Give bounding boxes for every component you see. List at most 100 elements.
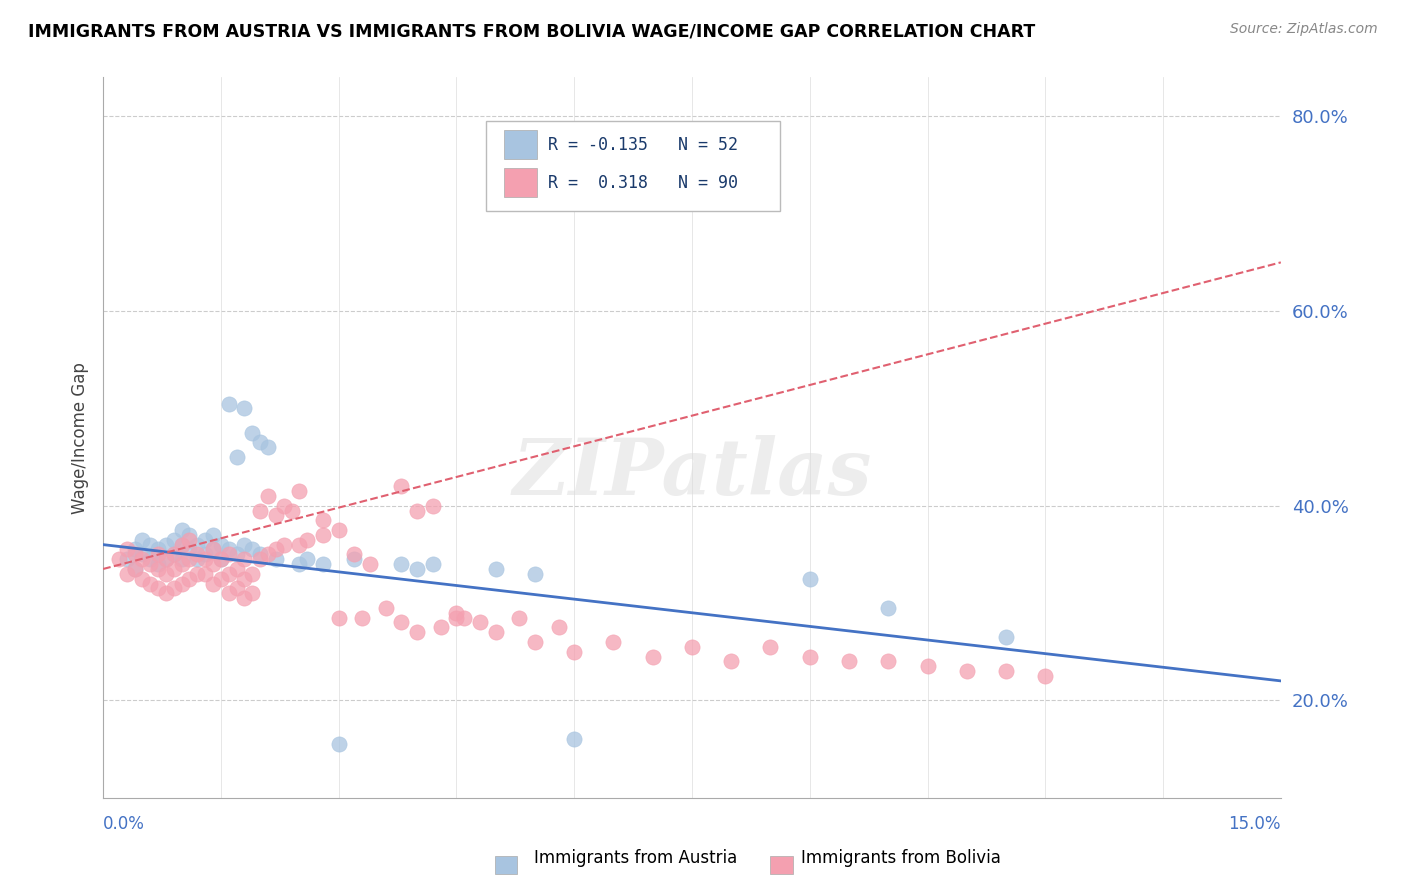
Point (108, 552, 131, 566)
Point (249, 503, 271, 517)
Point (163, 562, 186, 576)
Point (146, 557, 169, 571)
Point (799, 649, 821, 664)
Point (170, 538, 193, 552)
Point (225, 582, 247, 596)
Point (225, 562, 247, 576)
Point (233, 552, 256, 566)
Point (209, 552, 232, 566)
Point (257, 547, 280, 561)
Point (406, 562, 429, 576)
Point (240, 566, 263, 581)
Point (146, 547, 169, 561)
Point (186, 566, 208, 581)
Point (233, 591, 256, 606)
Point (956, 664, 979, 678)
Point (115, 552, 138, 566)
Point (233, 401, 256, 416)
Point (288, 484, 311, 499)
Point (225, 450, 247, 464)
Point (186, 547, 208, 561)
Point (209, 538, 232, 552)
Point (163, 582, 186, 596)
Point (288, 538, 311, 552)
Point (406, 503, 429, 517)
Point (328, 610, 350, 624)
Text: 15.0%: 15.0% (1229, 815, 1281, 833)
Point (209, 572, 232, 586)
Point (264, 552, 287, 566)
Point (328, 737, 350, 751)
Point (146, 582, 169, 596)
Point (681, 640, 703, 654)
Point (240, 586, 263, 600)
Point (297, 533, 319, 547)
Point (139, 538, 162, 552)
Point (429, 620, 451, 634)
Point (288, 557, 311, 571)
Point (562, 645, 585, 659)
Point (146, 562, 169, 576)
Point (170, 557, 193, 571)
Point (312, 513, 335, 527)
Point (225, 547, 247, 561)
Point (202, 557, 225, 571)
Text: Source: ZipAtlas.com: Source: ZipAtlas.com (1230, 22, 1378, 37)
Point (422, 499, 444, 513)
Point (131, 547, 153, 561)
Point (170, 576, 193, 591)
Point (422, 557, 444, 571)
Point (257, 440, 280, 454)
Text: ZIPatlas: ZIPatlas (512, 435, 872, 512)
Point (194, 533, 217, 547)
Point (194, 566, 217, 581)
Point (602, 635, 624, 649)
Point (218, 396, 240, 410)
Point (343, 552, 366, 566)
FancyBboxPatch shape (486, 120, 780, 211)
Point (179, 528, 201, 542)
Point (523, 635, 546, 649)
Point (523, 566, 546, 581)
Point (838, 655, 860, 669)
Text: IMMIGRANTS FROM AUSTRIA VS IMMIGRANTS FROM BOLIVIA WAGE/INCOME GAP CORRELATION C: IMMIGRANTS FROM AUSTRIA VS IMMIGRANTS FR… (28, 22, 1035, 40)
Point (131, 533, 153, 547)
Point (280, 503, 302, 517)
Y-axis label: Wage/Income Gap: Wage/Income Gap (72, 361, 89, 514)
Point (179, 533, 201, 547)
Point (218, 542, 240, 557)
Text: 0.0%: 0.0% (103, 815, 145, 833)
Point (257, 489, 280, 503)
Point (209, 552, 232, 566)
Point (163, 547, 186, 561)
Point (179, 542, 201, 557)
Point (163, 547, 186, 561)
Point (391, 479, 413, 493)
Point (391, 615, 413, 630)
Point (547, 620, 569, 634)
Point (124, 562, 146, 576)
Point (218, 547, 240, 561)
Point (202, 542, 225, 557)
Point (131, 552, 153, 566)
Point (759, 640, 782, 654)
Point (328, 523, 350, 537)
Point (641, 649, 664, 664)
Point (202, 576, 225, 591)
Point (194, 552, 217, 566)
Point (233, 572, 256, 586)
Point (359, 557, 381, 571)
Point (720, 655, 742, 669)
Point (155, 552, 177, 566)
Point (1033, 669, 1056, 683)
FancyBboxPatch shape (503, 130, 537, 159)
Point (917, 659, 939, 673)
Point (273, 538, 295, 552)
Point (155, 552, 177, 566)
Point (218, 586, 240, 600)
Point (163, 533, 186, 547)
Point (139, 552, 162, 566)
Point (155, 538, 177, 552)
FancyBboxPatch shape (503, 169, 537, 197)
Point (202, 528, 225, 542)
